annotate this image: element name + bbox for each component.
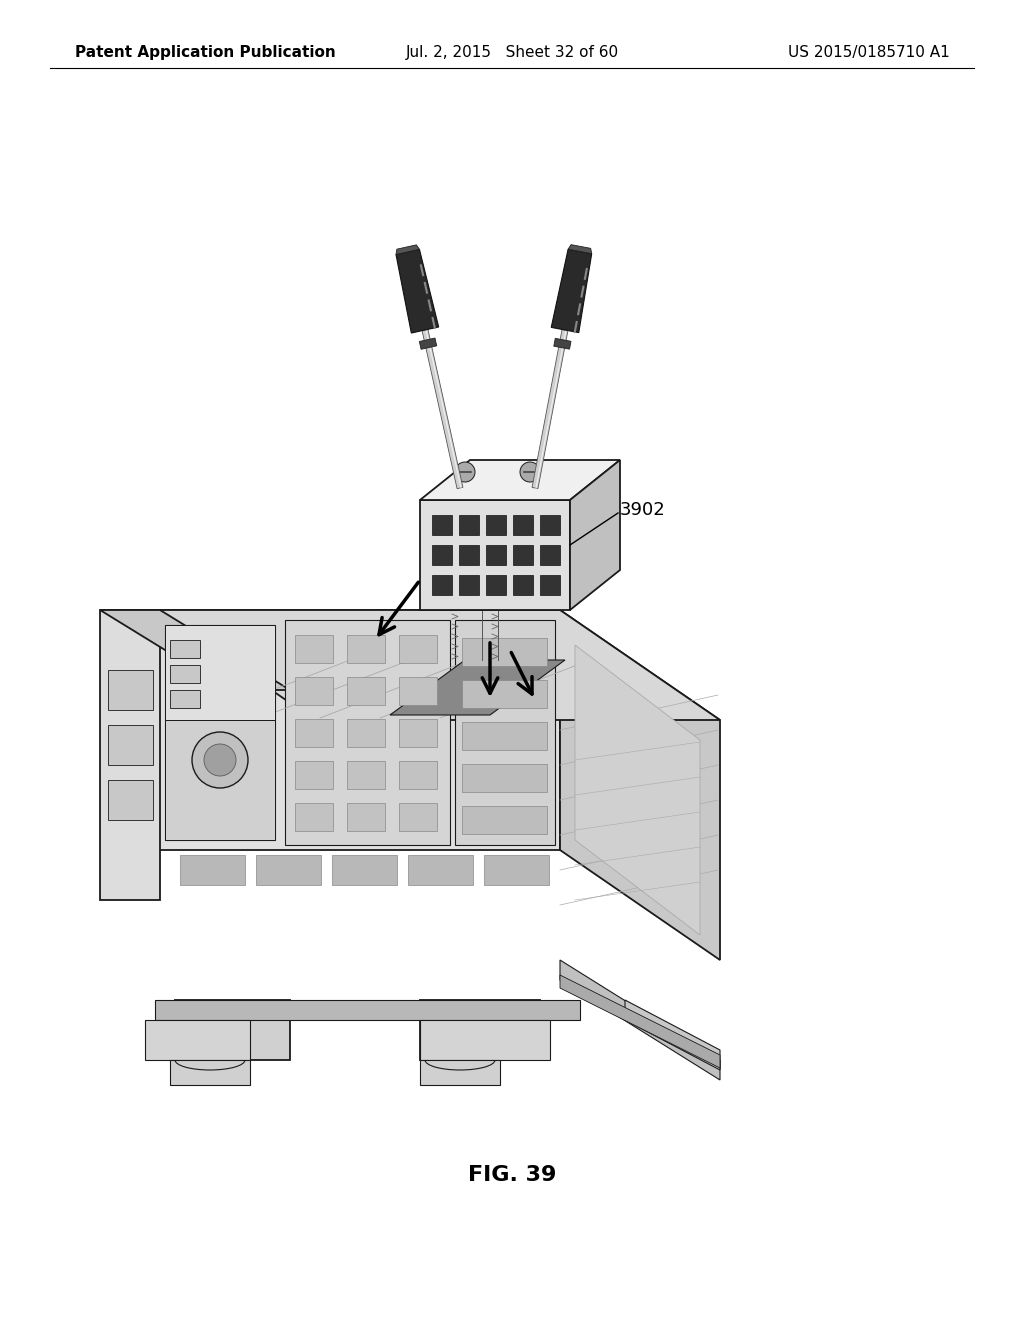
Bar <box>347 803 385 832</box>
Circle shape <box>520 462 540 482</box>
Bar <box>347 719 385 747</box>
Polygon shape <box>560 975 720 1068</box>
Polygon shape <box>165 624 275 840</box>
Polygon shape <box>420 459 620 500</box>
Bar <box>486 545 506 565</box>
Bar <box>108 780 153 820</box>
Bar <box>462 764 547 792</box>
Bar <box>432 576 452 595</box>
Polygon shape <box>155 1001 580 1020</box>
Polygon shape <box>420 338 436 350</box>
Bar <box>295 803 333 832</box>
Polygon shape <box>560 610 720 960</box>
Polygon shape <box>532 330 568 488</box>
Text: FIG. 39: FIG. 39 <box>468 1166 556 1185</box>
Bar <box>399 762 437 789</box>
Text: US 2015/0185710 A1: US 2015/0185710 A1 <box>788 45 950 59</box>
Circle shape <box>455 462 475 482</box>
Polygon shape <box>625 1001 720 1071</box>
Bar <box>459 515 479 535</box>
Bar <box>432 545 452 565</box>
Bar <box>486 515 506 535</box>
Polygon shape <box>175 1001 290 1060</box>
Polygon shape <box>568 244 592 253</box>
Polygon shape <box>420 1001 540 1060</box>
Polygon shape <box>422 330 463 488</box>
Bar <box>459 545 479 565</box>
Polygon shape <box>145 1020 250 1060</box>
Polygon shape <box>554 338 571 350</box>
Bar <box>295 677 333 705</box>
Bar <box>540 515 560 535</box>
Bar <box>295 719 333 747</box>
Bar <box>540 576 560 595</box>
Bar <box>108 671 153 710</box>
Polygon shape <box>100 610 290 690</box>
Circle shape <box>204 744 236 776</box>
Bar <box>399 719 437 747</box>
Bar <box>462 807 547 834</box>
Polygon shape <box>155 610 720 719</box>
Polygon shape <box>165 624 275 719</box>
Polygon shape <box>551 249 592 333</box>
Polygon shape <box>420 1020 550 1060</box>
Bar <box>513 545 534 565</box>
Polygon shape <box>155 610 560 850</box>
Bar <box>432 515 452 535</box>
Polygon shape <box>165 719 275 840</box>
Bar <box>332 855 397 884</box>
Bar <box>256 855 321 884</box>
Bar <box>170 640 200 657</box>
Bar <box>462 638 547 667</box>
Bar <box>462 722 547 750</box>
Bar <box>399 803 437 832</box>
Bar <box>170 690 200 708</box>
Bar <box>462 680 547 708</box>
Bar <box>295 635 333 663</box>
Polygon shape <box>560 960 720 1080</box>
Polygon shape <box>396 249 438 333</box>
Bar <box>347 762 385 789</box>
Bar <box>459 576 479 595</box>
Circle shape <box>193 733 248 788</box>
Polygon shape <box>285 620 450 845</box>
Polygon shape <box>100 610 160 900</box>
Bar <box>180 855 245 884</box>
Bar <box>399 635 437 663</box>
Bar <box>170 1060 250 1085</box>
Bar <box>347 635 385 663</box>
Bar <box>513 576 534 595</box>
Bar <box>347 677 385 705</box>
Bar <box>484 855 549 884</box>
Bar <box>399 677 437 705</box>
Text: Jul. 2, 2015   Sheet 32 of 60: Jul. 2, 2015 Sheet 32 of 60 <box>406 45 618 59</box>
Polygon shape <box>455 620 555 845</box>
Bar <box>295 762 333 789</box>
Bar <box>170 665 200 682</box>
Polygon shape <box>575 645 700 935</box>
Bar <box>540 545 560 565</box>
Bar <box>513 515 534 535</box>
Polygon shape <box>396 244 420 255</box>
Bar <box>108 725 153 766</box>
Bar <box>486 576 506 595</box>
Polygon shape <box>420 500 570 610</box>
Text: Patent Application Publication: Patent Application Publication <box>75 45 336 59</box>
Polygon shape <box>390 660 565 715</box>
Bar <box>408 855 473 884</box>
Text: 3902: 3902 <box>620 502 666 519</box>
Polygon shape <box>570 459 620 610</box>
Bar <box>420 1060 500 1085</box>
